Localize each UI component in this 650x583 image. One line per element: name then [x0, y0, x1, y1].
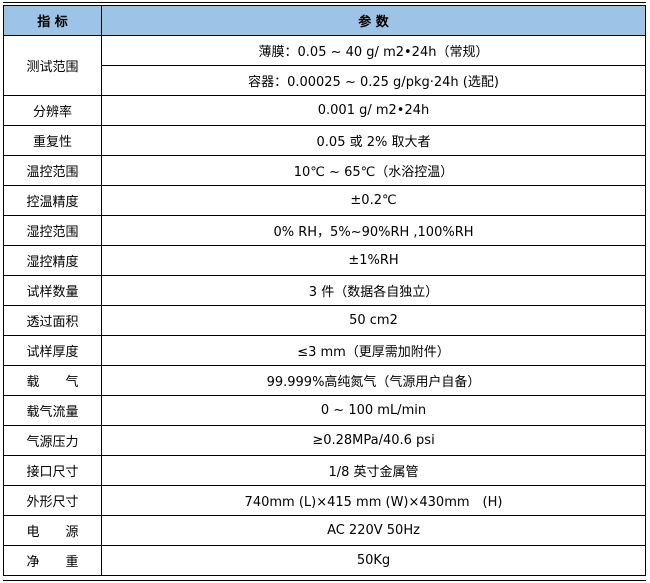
row-label: 接口尺寸 [3, 455, 102, 486]
row-value: 10℃ ~ 65℃（水浴控温） [101, 155, 646, 186]
spec-table: 指 标 参 数 测试范围 薄膜：0.05 ~ 40 g/ m2•24h（常规） … [3, 5, 646, 576]
row-label: 外形尺寸 [3, 485, 102, 516]
table-row: 外形尺寸 740mm (L)×415 mm (W)×430mm (H) [3, 485, 646, 516]
row-value: 50 cm2 [101, 305, 646, 336]
table-header-row: 指 标 参 数 [3, 5, 646, 36]
table-row: 试样数量 3 件（数据各自独立） [3, 275, 646, 306]
row-label: 温控范围 [3, 155, 102, 186]
table-row: 接口尺寸 1/8 英寸金属管 [3, 455, 646, 486]
row-label: 试样数量 [3, 275, 102, 306]
row-label: 控温精度 [3, 185, 102, 216]
table-row: 湿控范围 0% RH，5%~90%RH ,100%RH [3, 215, 646, 246]
table-row: 透过面积 50 cm2 [3, 305, 646, 336]
row-value: 3 件（数据各自独立） [101, 275, 646, 306]
table-row: 重复性 0.05 或 2% 取大者 [3, 125, 646, 156]
row-value: ±0.2℃ [101, 185, 646, 216]
bottom-rule [3, 580, 646, 581]
row-label: 湿控精度 [3, 245, 102, 276]
header-parameter: 参 数 [101, 5, 646, 36]
row-value: 0 ~ 100 mL/min [101, 395, 646, 426]
table-row: 载 气 99.999%高纯氮气（气源用户自备） [3, 365, 646, 396]
row-label: 电 源 [3, 515, 102, 546]
row-value: 1/8 英寸金属管 [101, 455, 646, 486]
row-label: 测试范围 [3, 35, 102, 96]
table-row: 温控范围 10℃ ~ 65℃（水浴控温） [3, 155, 646, 186]
table-row: 试样厚度 ≤3 mm（更厚需加附件） [3, 335, 646, 366]
table-row: 湿控精度 ±1%RH [3, 245, 646, 276]
row-label: 净 重 [3, 545, 102, 576]
row-value: AC 220V 50Hz [101, 515, 646, 546]
row-value: ±1%RH [101, 245, 646, 276]
table-row: 分辨率 0.001 g/ m2•24h [3, 95, 646, 126]
row-label: 分辨率 [3, 95, 102, 126]
table-row: 控温精度 ±0.2℃ [3, 185, 646, 216]
table-row: 测试范围 薄膜：0.05 ~ 40 g/ m2•24h（常规） [3, 35, 646, 96]
table-row: 电 源 AC 220V 50Hz [3, 515, 646, 546]
row-value: 99.999%高纯氮气（气源用户自备） [101, 365, 646, 396]
row-label: 湿控范围 [3, 215, 102, 246]
row-label: 重复性 [3, 125, 102, 156]
row-label: 载 气 [3, 365, 102, 396]
table-row: 净 重 50Kg [3, 545, 646, 576]
row-value: 50Kg [101, 545, 646, 576]
row-value: 0.001 g/ m2•24h [101, 95, 646, 126]
row-label: 载气流量 [3, 395, 102, 426]
row-value: ≥0.28MPa/40.6 psi [101, 425, 646, 456]
row-value: ≤3 mm（更厚需加附件） [101, 335, 646, 366]
row-label: 试样厚度 [3, 335, 102, 366]
row-value: 0% RH，5%~90%RH ,100%RH [101, 215, 646, 246]
table-row: 气源压力 ≥0.28MPa/40.6 psi [3, 425, 646, 456]
row-value: 容器：0.00025 ~ 0.25 g/pkg·24h (选配) [101, 65, 646, 96]
row-label: 透过面积 [3, 305, 102, 336]
row-value: 740mm (L)×415 mm (W)×430mm (H) [101, 485, 646, 516]
table-row: 容器：0.00025 ~ 0.25 g/pkg·24h (选配) [4, 65, 646, 96]
spec-table-container: 指 标 参 数 测试范围 薄膜：0.05 ~ 40 g/ m2•24h（常规） … [3, 2, 646, 576]
row-label: 气源压力 [3, 425, 102, 456]
row-value: 0.05 或 2% 取大者 [101, 125, 646, 156]
header-indicator: 指 标 [3, 5, 102, 36]
row-value: 薄膜：0.05 ~ 40 g/ m2•24h（常规） [101, 35, 646, 66]
table-row: 载气流量 0 ~ 100 mL/min [3, 395, 646, 426]
